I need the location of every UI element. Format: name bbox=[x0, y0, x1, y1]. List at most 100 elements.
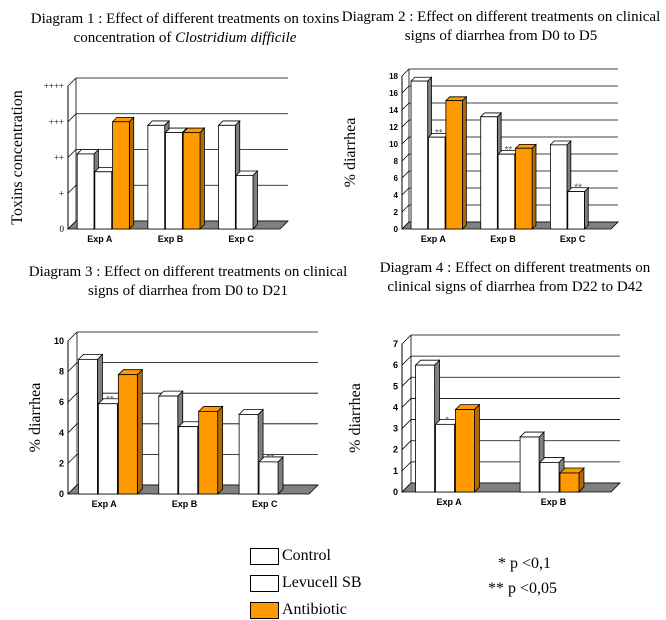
y-tick-label: 4 bbox=[393, 402, 398, 412]
bar-front bbox=[235, 174, 254, 230]
gridline-side bbox=[401, 461, 412, 472]
bar-side bbox=[531, 143, 537, 230]
gridline-side bbox=[401, 377, 412, 387]
bar-front bbox=[445, 100, 463, 230]
chart-3: 0 2 4 6 8 10 ** Exp A Exp B ** Exp C % diarrhea bbox=[27, 331, 319, 509]
y-tick-label: 16 bbox=[389, 89, 398, 98]
x-tick-label: Exp A bbox=[87, 234, 113, 244]
bar-front bbox=[539, 461, 560, 493]
legend-label-levucell: Levucell SB bbox=[282, 574, 362, 591]
y-tick-label: ++++ bbox=[44, 81, 64, 91]
diagram-2-title: Diagram 2 : Effect on different treatmen… bbox=[341, 9, 661, 44]
y-tick-label: 0 bbox=[59, 489, 64, 499]
x-tick-label: Exp C bbox=[252, 499, 278, 509]
legend-swatch-control bbox=[250, 547, 279, 565]
gridline-side bbox=[67, 362, 78, 372]
gridline-side bbox=[67, 113, 77, 123]
bar-front bbox=[519, 436, 540, 493]
chart-2: 0 2 4 6 8 10 12 14 16 18 ** Exp A ** Exp B ** Exp C % di… bbox=[342, 68, 619, 244]
x-tick-label: Exp A bbox=[92, 499, 118, 509]
bar-top bbox=[76, 149, 100, 155]
x-tick-label: Exp B bbox=[172, 499, 198, 509]
bar-antibiotic bbox=[197, 405, 224, 495]
y-tick-label: 0 bbox=[393, 487, 398, 497]
y-tick-label: 8 bbox=[394, 157, 399, 166]
bar-front bbox=[198, 410, 219, 495]
significance-marker: ** bbox=[574, 183, 582, 194]
significance-marker: * bbox=[445, 415, 449, 426]
gridline-side bbox=[401, 398, 412, 408]
gridline-side bbox=[401, 170, 410, 179]
bar-side bbox=[277, 455, 284, 495]
gridline-side bbox=[67, 454, 78, 464]
bar-top bbox=[111, 116, 135, 123]
legend-item-control: Control bbox=[250, 547, 331, 565]
bar-front bbox=[112, 121, 130, 230]
bar-front bbox=[94, 171, 113, 230]
significance-p2: ** p <0,05 bbox=[488, 580, 557, 598]
y-tick-label: 6 bbox=[59, 397, 64, 407]
bar-side bbox=[583, 186, 589, 230]
y-tick-label: 4 bbox=[59, 428, 64, 438]
significance-p1: * p <0,1 bbox=[498, 555, 551, 573]
y-tick-label: 7 bbox=[393, 339, 398, 349]
bar-front bbox=[559, 472, 580, 493]
diagram-3-title: Diagram 3 : Effect on different treatmen… bbox=[28, 264, 348, 299]
bar-control bbox=[479, 111, 503, 230]
bar-front bbox=[497, 153, 516, 230]
bar-levucell bbox=[566, 186, 590, 230]
gridline-side bbox=[67, 149, 77, 158]
gridline-side bbox=[401, 136, 410, 145]
y-tick-label: +++ bbox=[49, 117, 64, 127]
diagram-1-title-organism: Clostridium difficile bbox=[175, 30, 297, 46]
gridline-side bbox=[401, 187, 410, 196]
gridline-side bbox=[67, 331, 78, 342]
x-tick-label: Exp C bbox=[560, 234, 586, 244]
significance-marker: ** bbox=[435, 128, 443, 139]
bar-front bbox=[117, 374, 138, 495]
legend-item-levucell: Levucell SB bbox=[250, 574, 362, 592]
bar-front bbox=[415, 364, 435, 493]
gridline-side bbox=[401, 419, 412, 429]
significance-p1-symbol: * bbox=[498, 555, 506, 572]
significance-marker: ** bbox=[106, 395, 114, 406]
x-tick-label: Exp B bbox=[490, 234, 516, 244]
chart-4: 0 1 2 3 4 5 6 7 * Exp A Exp B % diarrhea bbox=[347, 334, 621, 507]
bar-side bbox=[217, 405, 224, 495]
bar-top bbox=[410, 76, 433, 82]
y-tick-label: 18 bbox=[389, 72, 398, 81]
significance-marker: ** bbox=[267, 453, 275, 464]
bar-side bbox=[199, 127, 205, 230]
y-axis-label: % diarrhea bbox=[342, 118, 359, 188]
y-tick-label: 6 bbox=[393, 360, 398, 370]
bar-side bbox=[474, 403, 480, 493]
gridline-side bbox=[67, 77, 77, 87]
diagram-1-title-text: Diagram 1 : Effect of different treatmen… bbox=[30, 11, 340, 46]
y-tick-label: 12 bbox=[389, 123, 398, 132]
bar-front bbox=[435, 423, 455, 493]
significance-p2-symbol: ** bbox=[488, 580, 504, 597]
gridline-side bbox=[401, 68, 410, 77]
bar-front bbox=[165, 132, 183, 230]
bar-side bbox=[136, 368, 143, 495]
y-tick-label: + bbox=[59, 188, 64, 198]
y-tick-label: 0 bbox=[394, 225, 399, 234]
legend-label-control: Control bbox=[282, 547, 331, 564]
bar-levucell bbox=[235, 170, 259, 230]
bar-side bbox=[128, 116, 135, 230]
y-axis-label: % diarrhea bbox=[347, 383, 364, 453]
bar-top bbox=[235, 170, 259, 176]
diagram-1-title: Diagram 1 : Effect of different treatmen… bbox=[30, 10, 340, 48]
bar-front bbox=[158, 395, 179, 495]
y-tick-label: ++ bbox=[54, 153, 64, 163]
bar-front bbox=[549, 144, 568, 230]
bar-front bbox=[238, 414, 259, 495]
bar-antibiotic bbox=[559, 467, 585, 493]
significance-marker: ** bbox=[505, 145, 513, 156]
bar-antibiotic bbox=[117, 368, 144, 495]
bar-front bbox=[455, 409, 475, 493]
bar-front bbox=[480, 116, 498, 230]
gridline-side bbox=[401, 85, 410, 94]
bar-front bbox=[76, 153, 95, 230]
